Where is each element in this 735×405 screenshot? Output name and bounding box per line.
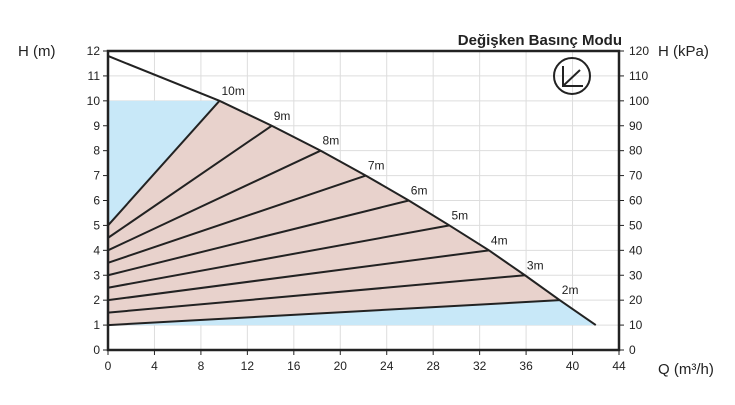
- y-tick-label-left: 10: [87, 94, 101, 108]
- y-tick-label-right: 100: [629, 94, 649, 108]
- y-tick-label-left: 1: [93, 318, 100, 332]
- y-axis-label-left: H (m): [18, 43, 56, 60]
- y-tick-label-right: 60: [629, 194, 643, 208]
- y-tick-label-left: 5: [93, 218, 100, 232]
- series-label-9m: 9m: [274, 109, 291, 123]
- x-tick-label: 4: [151, 359, 158, 373]
- x-tick-label: 36: [519, 359, 533, 373]
- y-tick-label-left: 3: [93, 268, 100, 282]
- y-tick-label-left: 8: [93, 144, 100, 158]
- max-curve: [107, 55, 597, 326]
- x-tick-label: 44: [612, 359, 626, 373]
- x-tick-label: 20: [334, 359, 348, 373]
- series-label-7m: 7m: [368, 159, 385, 173]
- series-line-4m: [107, 249, 490, 302]
- y-tick-label-left: 6: [93, 194, 100, 208]
- series-line-3m: [107, 274, 526, 314]
- series-line-2m: [107, 299, 560, 327]
- setpoint-area: [108, 100, 560, 326]
- series-label-4m: 4m: [491, 233, 508, 247]
- y-tick-label-right: 50: [629, 218, 643, 232]
- chart-title: Değişken Basınç Modu: [458, 32, 622, 49]
- y-tick-label-left: 0: [93, 343, 100, 357]
- series-label-5m: 5m: [451, 208, 468, 222]
- y-tick-label-right: 70: [629, 169, 643, 183]
- series-label-10m: 10m: [221, 84, 244, 98]
- x-tick-label: 0: [105, 359, 112, 373]
- x-axis-label: Q (m³/h): [658, 361, 714, 378]
- x-tick-label: 40: [566, 359, 580, 373]
- y-tick-label-right: 30: [629, 268, 643, 282]
- y-tick-label-left: 12: [87, 44, 101, 58]
- x-tick-label: 28: [427, 359, 441, 373]
- x-tick-label: 24: [380, 359, 394, 373]
- y-tick-label-left: 11: [88, 69, 101, 83]
- y-tick-label-right: 80: [629, 144, 643, 158]
- y-tick-label-right: 0: [629, 343, 636, 357]
- y-tick-label-right: 10: [629, 318, 643, 332]
- series-line-8m: [107, 149, 321, 252]
- series-line-5m: [107, 224, 450, 289]
- x-tick-label: 16: [287, 359, 301, 373]
- y-tick-label-right: 110: [629, 69, 648, 83]
- series-line-6m: [107, 199, 410, 277]
- x-tick-label: 8: [198, 359, 205, 373]
- series-line-9m: [107, 124, 273, 239]
- series-line-7m: [107, 174, 367, 264]
- y-axis-label-right: H (kPa): [658, 43, 709, 60]
- y-tick-label-left: 4: [93, 243, 100, 257]
- series-label-2m: 2m: [562, 283, 579, 297]
- y-tick-label-left: 7: [93, 169, 100, 183]
- y-tick-label-left: 9: [93, 119, 100, 133]
- series-line-10m: [107, 100, 221, 227]
- x-tick-label: 12: [241, 359, 255, 373]
- y-tick-label-right: 40: [629, 243, 643, 257]
- y-tick-label-left: 2: [93, 293, 100, 307]
- series-label-8m: 8m: [323, 134, 340, 148]
- y-tick-label-right: 90: [629, 119, 643, 133]
- y-tick-label-right: 120: [629, 44, 649, 58]
- x-tick-label: 32: [473, 359, 487, 373]
- y-tick-label-right: 20: [629, 293, 643, 307]
- variable-pressure-mode-icon: [553, 57, 591, 95]
- series-label-6m: 6m: [411, 184, 428, 198]
- series-label-3m: 3m: [527, 258, 544, 272]
